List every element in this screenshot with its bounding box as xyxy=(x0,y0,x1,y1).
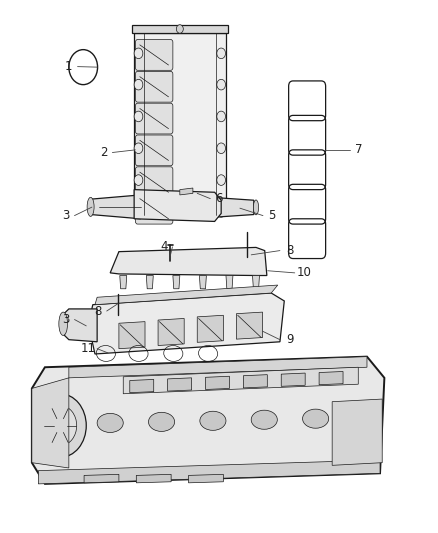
Ellipse shape xyxy=(251,410,277,429)
Circle shape xyxy=(34,394,86,457)
Polygon shape xyxy=(120,276,127,289)
Circle shape xyxy=(44,406,77,446)
Polygon shape xyxy=(119,321,145,349)
Polygon shape xyxy=(180,188,193,195)
Polygon shape xyxy=(84,474,119,483)
Circle shape xyxy=(177,25,184,33)
FancyBboxPatch shape xyxy=(135,103,173,134)
Circle shape xyxy=(217,207,226,217)
Polygon shape xyxy=(319,372,343,385)
Ellipse shape xyxy=(148,413,175,431)
Text: 3: 3 xyxy=(62,313,70,326)
Ellipse shape xyxy=(253,200,258,215)
Circle shape xyxy=(134,143,143,154)
Ellipse shape xyxy=(200,411,226,430)
Polygon shape xyxy=(110,247,267,276)
FancyBboxPatch shape xyxy=(135,193,173,224)
Polygon shape xyxy=(332,399,382,465)
Polygon shape xyxy=(253,276,259,289)
Polygon shape xyxy=(132,25,228,33)
Text: 3: 3 xyxy=(62,209,70,222)
Text: 8: 8 xyxy=(94,304,102,318)
Polygon shape xyxy=(64,309,97,342)
Text: 8: 8 xyxy=(286,244,293,257)
Text: 10: 10 xyxy=(297,266,312,279)
Polygon shape xyxy=(130,379,154,393)
Text: 4: 4 xyxy=(161,240,168,253)
Circle shape xyxy=(134,111,143,122)
Polygon shape xyxy=(188,474,223,483)
Polygon shape xyxy=(123,367,358,394)
Circle shape xyxy=(217,143,226,154)
Polygon shape xyxy=(134,33,226,215)
Text: 11: 11 xyxy=(81,342,96,355)
Polygon shape xyxy=(173,276,180,289)
Polygon shape xyxy=(215,198,254,217)
Circle shape xyxy=(217,111,226,122)
FancyBboxPatch shape xyxy=(135,135,173,166)
Circle shape xyxy=(244,255,251,262)
Circle shape xyxy=(217,175,226,185)
Polygon shape xyxy=(197,316,223,342)
Polygon shape xyxy=(95,285,278,305)
FancyBboxPatch shape xyxy=(135,167,173,198)
Polygon shape xyxy=(158,318,184,345)
Polygon shape xyxy=(168,378,191,391)
Polygon shape xyxy=(199,276,206,289)
FancyBboxPatch shape xyxy=(135,39,173,70)
Polygon shape xyxy=(146,276,153,289)
Circle shape xyxy=(217,48,226,59)
Polygon shape xyxy=(69,357,367,378)
Text: 5: 5 xyxy=(268,209,276,222)
Text: 1: 1 xyxy=(65,60,73,73)
Polygon shape xyxy=(91,195,141,219)
Circle shape xyxy=(134,79,143,90)
Polygon shape xyxy=(39,460,380,484)
Circle shape xyxy=(134,207,143,217)
Ellipse shape xyxy=(59,312,67,335)
Ellipse shape xyxy=(97,414,123,432)
Circle shape xyxy=(217,79,226,90)
Circle shape xyxy=(134,175,143,185)
Circle shape xyxy=(134,48,143,59)
Polygon shape xyxy=(244,375,267,388)
Polygon shape xyxy=(88,293,284,354)
Polygon shape xyxy=(281,373,305,386)
Text: 6: 6 xyxy=(215,192,223,205)
Polygon shape xyxy=(134,190,221,221)
Polygon shape xyxy=(32,378,69,468)
Text: 7: 7 xyxy=(355,143,363,156)
FancyBboxPatch shape xyxy=(135,71,173,102)
Polygon shape xyxy=(32,357,385,484)
Text: 9: 9 xyxy=(286,333,293,346)
Ellipse shape xyxy=(87,197,94,216)
Polygon shape xyxy=(205,376,230,390)
Circle shape xyxy=(115,313,121,320)
Polygon shape xyxy=(136,474,171,483)
Polygon shape xyxy=(226,276,233,289)
Polygon shape xyxy=(237,312,262,339)
Ellipse shape xyxy=(303,409,328,428)
Text: 2: 2 xyxy=(100,146,107,159)
Circle shape xyxy=(53,418,67,433)
